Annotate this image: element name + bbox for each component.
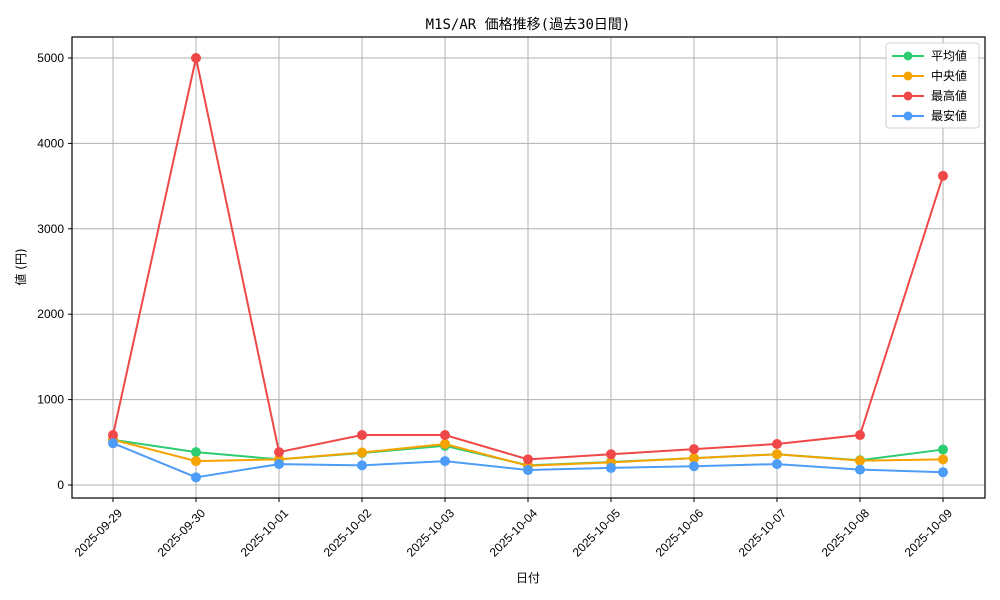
legend-label: 最安値 — [931, 108, 967, 123]
data-point — [855, 464, 865, 475]
data-point — [689, 453, 699, 464]
chart-title: M1S/AR 価格推移(過去30日間) — [426, 17, 631, 33]
data-point — [772, 439, 782, 450]
data-point — [191, 447, 201, 458]
x-tick-label: 2025-10-08 — [819, 506, 873, 560]
y-tick-label: 2000 — [37, 307, 64, 321]
legend-item: 最高値 — [892, 88, 967, 103]
data-point — [191, 472, 201, 483]
data-point — [523, 465, 533, 476]
series-最高値 — [108, 53, 948, 465]
data-point — [606, 462, 616, 473]
data-point — [440, 430, 450, 441]
legend-box — [885, 42, 980, 129]
legend-label: 最高値 — [931, 88, 967, 103]
x-tick-label: 2025-10-06 — [653, 506, 707, 560]
legend-marker-icon — [903, 91, 913, 101]
legend-label: 平均値 — [931, 48, 967, 63]
data-point — [855, 430, 865, 441]
data-point — [274, 447, 284, 458]
data-point — [689, 461, 699, 472]
data-point — [357, 430, 367, 441]
data-point — [108, 430, 118, 441]
x-tick-label: 2025-09-30 — [155, 506, 209, 560]
data-point — [191, 456, 201, 467]
x-tick-label: 2025-10-04 — [487, 506, 541, 560]
legend-item: 最安値 — [892, 108, 967, 123]
data-point — [357, 460, 367, 471]
legend-marker-icon — [903, 71, 913, 81]
legend-marker-icon — [903, 111, 913, 121]
grid — [72, 37, 985, 498]
series-layer — [108, 53, 948, 483]
data-point — [938, 444, 948, 455]
x-tick-label: 2025-10-01 — [238, 506, 292, 560]
data-point — [440, 456, 450, 467]
x-tick-label: 2025-10-05 — [570, 506, 624, 560]
legend-item: 平均値 — [892, 48, 967, 63]
data-point — [938, 467, 948, 478]
data-point — [108, 438, 118, 449]
data-point — [523, 454, 533, 465]
y-tick-label: 3000 — [37, 222, 64, 236]
x-tick-label: 2025-10-02 — [321, 506, 375, 560]
data-point — [191, 53, 201, 63]
y-tick-label: 5000 — [37, 51, 64, 65]
data-point — [274, 459, 284, 470]
x-tick-label: 2025-09-29 — [72, 506, 126, 560]
data-point — [855, 455, 865, 466]
data-point — [772, 459, 782, 470]
x-axis: 2025-09-29 2025-09-30 2025-10-01 2025-10-02… — [72, 498, 956, 560]
legend-label: 中央値 — [931, 68, 967, 83]
x-axis-label: 日付 — [516, 571, 540, 585]
y-axis-label: 値 (円) — [13, 248, 28, 285]
y-tick-label: 4000 — [37, 136, 64, 150]
x-tick-label: 2025-10-09 — [902, 506, 956, 560]
y-tick-label: 1000 — [37, 393, 64, 407]
series-最安値 — [108, 438, 948, 483]
data-point — [440, 439, 450, 450]
data-point — [938, 170, 948, 181]
x-tick-label: 2025-10-07 — [736, 506, 790, 560]
y-tick-label: 0 — [57, 478, 64, 492]
legend-marker-icon — [903, 51, 913, 61]
legend-item: 中央値 — [892, 68, 967, 83]
data-point — [938, 454, 948, 465]
data-point — [689, 444, 699, 455]
x-tick-label: 2025-10-03 — [404, 506, 458, 560]
y-axis: 0 1000 2000 3000 4000 5000 — [37, 51, 72, 492]
data-point — [606, 449, 616, 460]
data-point — [357, 447, 367, 458]
data-point — [772, 449, 782, 460]
